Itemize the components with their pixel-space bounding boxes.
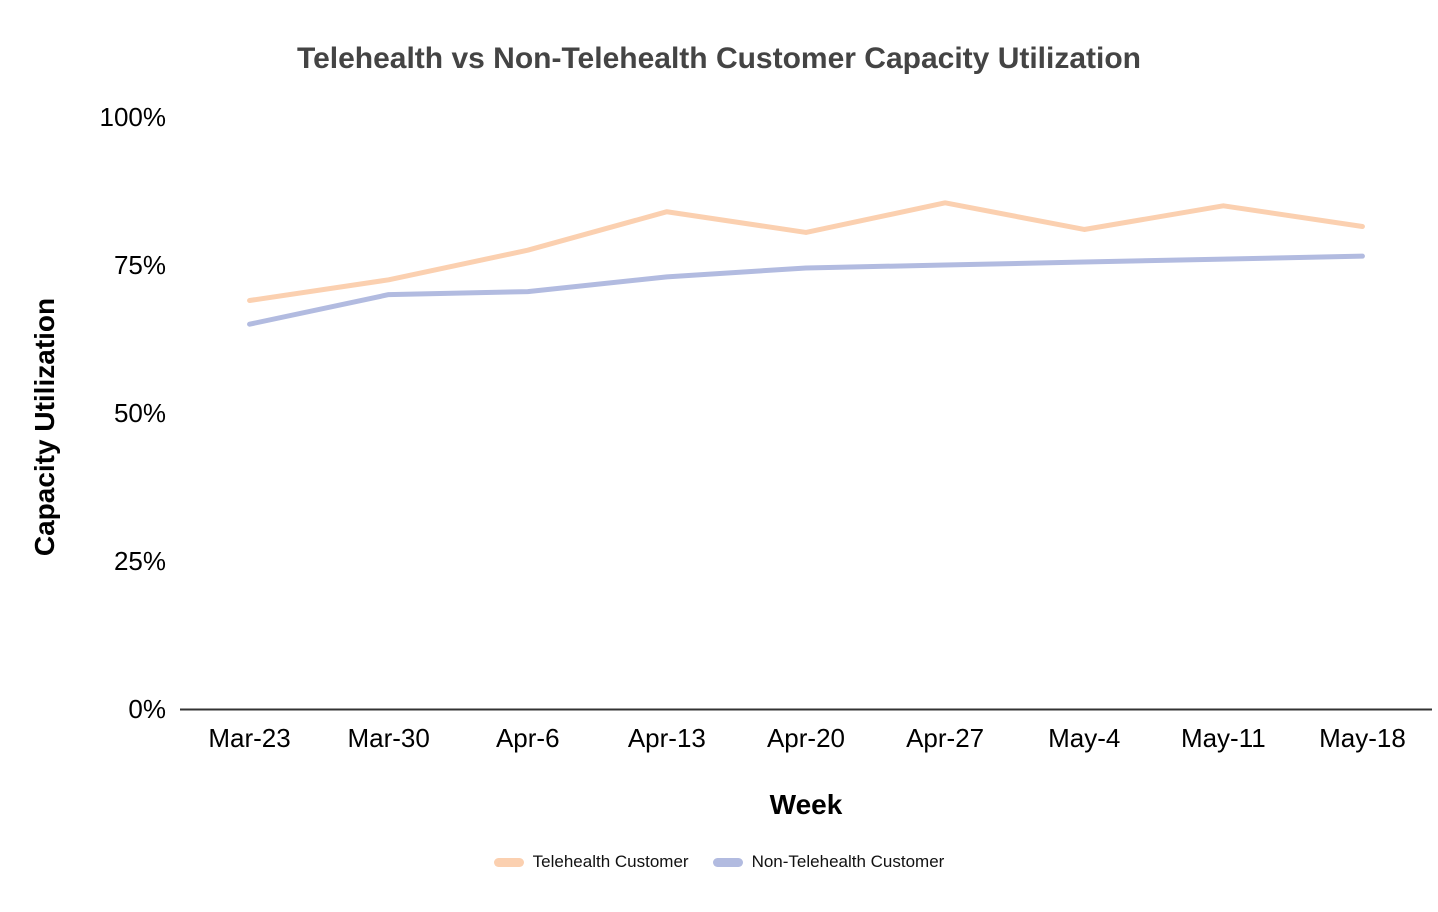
legend-item-non-telehealth-customer: Non-Telehealth Customer bbox=[712, 851, 945, 873]
x-axis-tick-label: Mar-23 bbox=[208, 723, 291, 753]
legend-label: Telehealth Customer bbox=[532, 852, 689, 871]
y-axis-tick-label: 100% bbox=[99, 102, 167, 132]
legend-item-telehealth-customer: Telehealth Customer bbox=[493, 851, 689, 873]
y-axis-tick-label: 50% bbox=[113, 398, 166, 428]
series-lines bbox=[247, 200, 1365, 327]
x-axis-tick-label: May-4 bbox=[1048, 723, 1121, 753]
legend: Telehealth Customer Non-Telehealth Custom… bbox=[0, 850, 1438, 874]
x-axis-tick-label: Apr-6 bbox=[495, 723, 560, 753]
x-axis-tick-label: May-11 bbox=[1180, 723, 1266, 753]
x-axis-tick-label: Apr-13 bbox=[627, 723, 706, 753]
x-axis-title: Week bbox=[769, 789, 843, 820]
y-axis-tick-label: 75% bbox=[113, 250, 166, 280]
x-axis-tick-label: Apr-27 bbox=[906, 723, 985, 753]
chart-title: Telehealth vs Non-Telehealth Customer Ca… bbox=[296, 42, 1142, 75]
x-axis-tick-label: Apr-20 bbox=[766, 723, 846, 753]
y-axis-tick-label: 25% bbox=[113, 546, 166, 576]
x-axis-tick-label: May-18 bbox=[1319, 723, 1406, 753]
legend-swatch-icon bbox=[493, 857, 524, 867]
series-line-telehealth-customer bbox=[247, 200, 1365, 304]
y-axis-tick-label: 0% bbox=[128, 694, 166, 724]
legend-swatch-icon bbox=[712, 857, 743, 867]
legend-label: Non-Telehealth Customer bbox=[751, 852, 945, 871]
series-line-non-telehealth-customer bbox=[247, 253, 1365, 327]
x-axis-tick-label: Mar-30 bbox=[347, 723, 430, 753]
